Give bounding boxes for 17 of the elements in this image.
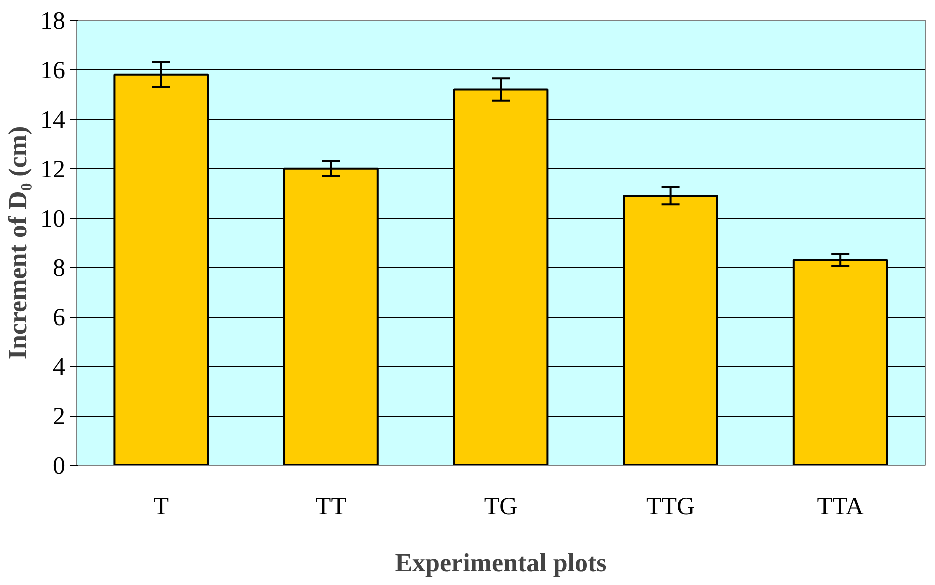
y-tick-label: 6 bbox=[53, 304, 66, 332]
x-tick-label: TTA bbox=[817, 494, 864, 520]
x-axis-title: Experimental plots bbox=[395, 548, 607, 578]
y-tick-label: 2 bbox=[53, 404, 66, 431]
y-tick-label: 4 bbox=[53, 354, 66, 382]
x-tick-label: T bbox=[154, 494, 170, 520]
y-tick-label: 0 bbox=[53, 453, 66, 480]
x-tick-label: TG bbox=[484, 494, 518, 520]
y-tick-label: 16 bbox=[40, 57, 66, 84]
y-tick-label: 12 bbox=[40, 156, 66, 184]
x-tick-label: TT bbox=[316, 494, 346, 520]
x-tick-label: TTG bbox=[646, 494, 696, 520]
y-tick-label: 10 bbox=[40, 206, 66, 233]
y-tick-label: 8 bbox=[53, 255, 66, 282]
y-tick-label: 14 bbox=[40, 106, 66, 134]
y-tick-label: 18 bbox=[40, 8, 66, 35]
y-axis-title: Increment of D₀ (cm) bbox=[4, 126, 32, 360]
